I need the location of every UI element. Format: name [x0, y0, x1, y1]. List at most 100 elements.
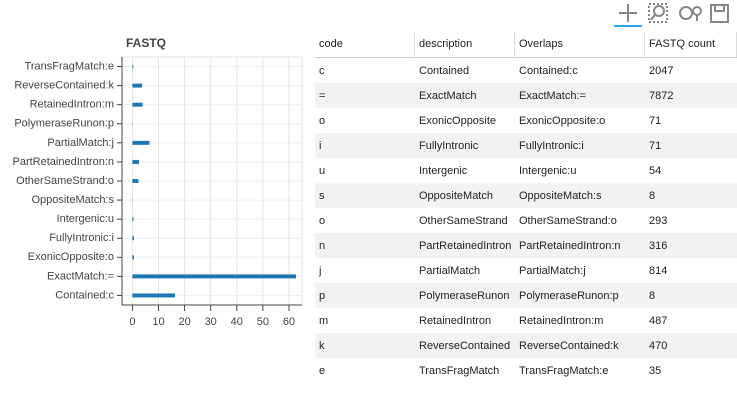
- table-cell: o: [319, 214, 326, 227]
- y-tick-label: OppositeMatch:s: [31, 194, 114, 206]
- table-row: i FullyIntronic FullyIntronic:i 71: [315, 133, 737, 158]
- column-header: FASTQ count: [645, 32, 737, 57]
- table-cell: 8: [649, 289, 656, 302]
- table-cell: i: [319, 139, 322, 152]
- toolbar: [614, 3, 729, 27]
- bar: [132, 64, 134, 69]
- column-header: Overlaps: [515, 32, 645, 57]
- table-cell: =: [319, 89, 326, 102]
- table-cell: o: [319, 114, 326, 127]
- table-cell: OppositeMatch: [419, 189, 493, 202]
- table-cell: OtherSameStrand: [419, 214, 508, 227]
- table-row: s OppositeMatch OppositeMatch:s 8: [315, 183, 737, 208]
- table-cell: s: [319, 189, 325, 202]
- table-cell: 8: [649, 189, 656, 202]
- table-cell: FullyIntronic: [419, 139, 479, 152]
- table-cell: ExactMatch: [419, 89, 477, 102]
- table-cell: OppositeMatch:s: [519, 189, 602, 202]
- table-cell: RetainedIntron:m: [519, 314, 604, 327]
- y-tick-label: Intergenic:u: [57, 213, 114, 225]
- y-tick-label: PartRetainedIntron:n: [12, 156, 114, 168]
- table-cell: c: [319, 64, 325, 77]
- table-cell: OtherSameStrand:o: [519, 214, 617, 227]
- bar: [132, 274, 296, 279]
- x-tick-label: 50: [257, 316, 269, 328]
- y-tick-label: ExactMatch:=: [47, 270, 114, 282]
- y-tick-label: FullyIntronic:i: [49, 232, 114, 244]
- table-cell: 293: [649, 214, 668, 227]
- y-tick-label: RetainedIntron:m: [30, 99, 114, 111]
- bar: [132, 159, 139, 164]
- x-tick-label: 40: [231, 316, 243, 328]
- table-cell: 54: [649, 164, 662, 177]
- column-header: code: [315, 32, 415, 57]
- bar: [132, 217, 134, 222]
- table-cell: 814: [649, 264, 668, 277]
- table-cell: 316: [649, 239, 668, 252]
- save-tool[interactable]: [710, 4, 729, 23]
- x-tick-label: 60: [283, 316, 295, 328]
- table-row: c Contained Contained:c 2047: [315, 58, 737, 83]
- table-cell: ExactMatch:=: [519, 89, 586, 102]
- pan-tool[interactable]: [619, 4, 637, 22]
- x-tick-label: 10: [152, 316, 164, 328]
- table-row: u Intergenic Intergenic:u 54: [315, 158, 737, 183]
- table-row: p PolymeraseRunon PolymeraseRunon:p 8: [315, 283, 737, 308]
- table-row: m RetainedIntron RetainedIntron:m 487: [315, 308, 737, 333]
- table-row: = ExactMatch ExactMatch:= 7872: [315, 83, 737, 108]
- table-cell: PartialMatch: [419, 264, 481, 277]
- table-cell: 470: [649, 339, 668, 352]
- table-cell: 7872: [649, 89, 674, 102]
- bar: [132, 255, 134, 260]
- zoom-tool[interactable]: [648, 3, 668, 23]
- table-cell: 71: [649, 139, 662, 152]
- table-cell: 71: [649, 114, 662, 127]
- bar: [132, 293, 175, 298]
- table-cell: m: [319, 314, 329, 327]
- table-row: e TransFragMatch TransFragMatch:e 35: [315, 358, 737, 383]
- table-cell: RetainedIntron: [419, 314, 492, 327]
- table-cell: TransFragMatch: [419, 364, 500, 377]
- table-cell: ReverseContained: [419, 339, 511, 352]
- table-cell: PartRetainedIntron: [419, 239, 512, 252]
- reset-tool[interactable]: [679, 6, 702, 21]
- y-tick-label: PolymeraseRunon:p: [14, 118, 114, 130]
- table-cell: PolymeraseRunon: [419, 289, 510, 302]
- table-header: code description Overlaps FASTQ count: [315, 32, 737, 58]
- table-cell: ExonicOpposite: [419, 114, 497, 127]
- table-cell: Intergenic:u: [519, 164, 577, 177]
- x-tick-label: 30: [205, 316, 217, 328]
- table-cell: 2047: [649, 64, 674, 77]
- bar: [132, 179, 139, 183]
- y-tick-label: ReverseContained:k: [14, 80, 114, 92]
- table-row: j PartialMatch PartialMatch:j 814: [315, 258, 737, 283]
- y-tick-label: Contained:c: [55, 289, 114, 301]
- y-tick-label: OtherSameStrand:o: [16, 175, 114, 187]
- table-row: k ReverseContained ReverseContained:k 470: [315, 333, 737, 358]
- chart-title: FASTQ: [126, 36, 166, 50]
- table-cell: ReverseContained:k: [519, 339, 619, 352]
- data-table: code description Overlaps FASTQ count c Conta…: [315, 32, 737, 383]
- column-header: description: [415, 32, 515, 57]
- bar: [132, 236, 134, 241]
- table-cell: Contained:c: [519, 64, 578, 77]
- table-row: n PartRetainedIntron PartRetainedIntron:n 3…: [315, 233, 737, 258]
- table-cell: PolymeraseRunon:p: [519, 289, 619, 302]
- table-cell: Intergenic: [419, 164, 468, 177]
- table-cell: TransFragMatch:e: [519, 364, 609, 377]
- table-cell: 487: [649, 314, 668, 327]
- table-cell: p: [319, 289, 326, 302]
- table-cell: u: [319, 164, 326, 177]
- bar: [132, 83, 143, 88]
- y-tick-label: TransFragMatch:e: [25, 60, 114, 72]
- table-cell: e: [319, 364, 326, 377]
- y-tick-label: ExonicOpposite:o: [28, 251, 114, 263]
- table-cell: ExonicOpposite:o: [519, 114, 606, 127]
- table-cell: PartRetainedIntron:n: [519, 239, 621, 252]
- table-cell: PartialMatch:j: [519, 264, 586, 277]
- table-cell: k: [319, 339, 325, 352]
- chart: FASTQ 0 10 20 30 40 50 60 Contained:c ExactMatch…: [12, 36, 303, 328]
- y-tick-label: PartialMatch:j: [47, 137, 114, 149]
- table-row: o OtherSameStrand OtherSameStrand:o 293: [315, 208, 737, 233]
